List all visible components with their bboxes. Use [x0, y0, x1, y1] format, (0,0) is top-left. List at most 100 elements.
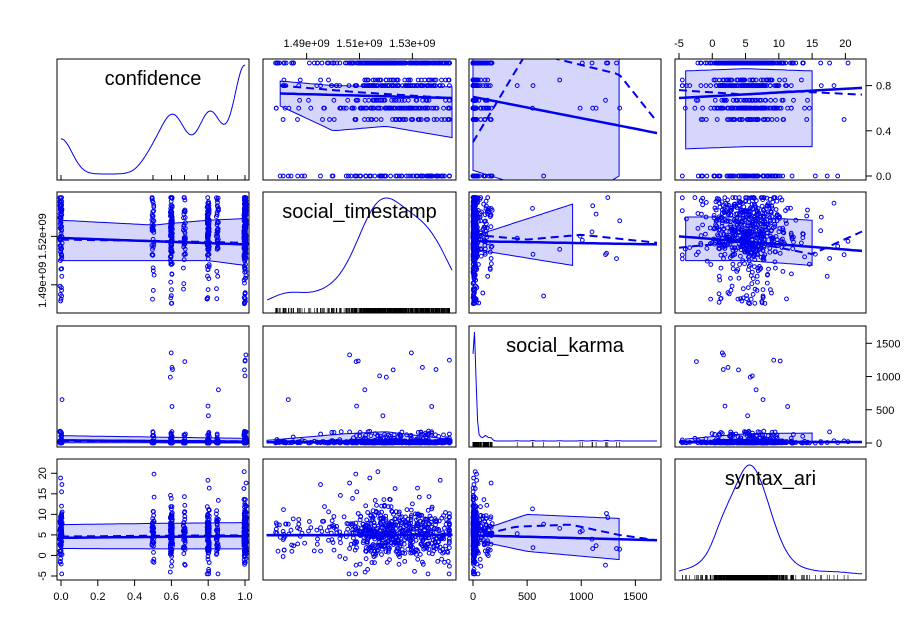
data-point — [746, 253, 752, 259]
data-point — [372, 173, 378, 179]
data-point — [409, 350, 414, 356]
data-point — [470, 77, 476, 83]
data-point — [800, 60, 806, 66]
data-point — [480, 290, 486, 296]
data-point — [736, 275, 742, 281]
data-point — [447, 357, 452, 363]
data-point — [716, 299, 722, 305]
data-point — [723, 60, 728, 66]
data-point — [169, 272, 175, 277]
data-point — [740, 244, 746, 249]
data-point — [440, 173, 446, 179]
data-point — [181, 257, 187, 263]
data-point — [593, 211, 599, 217]
data-point — [731, 245, 737, 251]
data-point — [377, 60, 383, 66]
x-tick-label: 1500 — [623, 591, 647, 603]
data-point — [318, 431, 324, 437]
data-point — [740, 173, 746, 179]
data-point — [687, 245, 693, 251]
data-point — [439, 117, 445, 122]
data-point — [754, 117, 760, 122]
data-point — [742, 261, 747, 267]
x-tick-label: -5 — [674, 38, 684, 50]
data-point — [679, 208, 685, 214]
data-point — [321, 105, 327, 111]
data-point — [214, 212, 220, 218]
data-point — [352, 173, 358, 179]
data-point — [471, 227, 477, 233]
data-point — [687, 83, 693, 88]
data-point — [391, 432, 397, 438]
data-point — [447, 83, 452, 88]
data-point — [747, 97, 752, 103]
data-point — [724, 219, 729, 224]
data-point — [695, 173, 701, 179]
data-point — [436, 173, 442, 179]
data-point — [714, 83, 719, 88]
data-point — [167, 374, 173, 380]
data-point — [700, 105, 705, 111]
data-point — [711, 215, 717, 221]
data-point — [389, 60, 395, 66]
data-point — [431, 77, 437, 83]
linear-fit-line — [472, 239, 658, 246]
data-point — [327, 117, 332, 122]
data-point — [764, 227, 769, 233]
data-point — [729, 228, 735, 233]
y-tick-label: 1000 — [876, 372, 900, 384]
data-point — [182, 215, 188, 220]
data-point — [205, 195, 211, 201]
data-point — [772, 259, 778, 265]
data-point — [206, 413, 211, 419]
data-point — [708, 296, 713, 302]
data-point — [695, 97, 701, 103]
x-tick-label: 0.8 — [201, 591, 216, 603]
data-point — [679, 195, 685, 201]
data-point — [718, 232, 723, 238]
data-point — [350, 105, 356, 111]
data-point — [383, 374, 389, 380]
data-point — [760, 287, 766, 293]
data-point — [712, 97, 718, 103]
data-point — [472, 272, 478, 277]
data-point — [470, 220, 476, 225]
data-point — [389, 83, 395, 88]
data-point — [395, 83, 401, 88]
data-point — [770, 105, 776, 111]
data-point — [331, 117, 337, 122]
smooth-fit-line — [678, 230, 863, 256]
y-tick-label: 5 — [37, 532, 49, 538]
data-point — [488, 212, 494, 218]
data-point — [296, 105, 302, 111]
data-point — [780, 60, 786, 66]
data-point — [748, 83, 753, 88]
data-point — [432, 60, 438, 66]
data-point — [326, 77, 331, 83]
data-point — [605, 60, 611, 66]
data-point — [721, 227, 726, 232]
panel-frame — [468, 325, 662, 448]
data-point — [364, 105, 370, 111]
data-point — [730, 195, 736, 201]
data-point — [773, 207, 779, 212]
data-point — [757, 97, 763, 103]
data-point — [716, 83, 722, 88]
panel-frame — [674, 58, 867, 181]
data-point — [242, 225, 248, 231]
data-point — [242, 367, 247, 373]
data-point — [802, 105, 807, 111]
data-point — [443, 77, 449, 83]
data-point — [58, 246, 63, 252]
data-point — [748, 195, 754, 201]
panel-frame — [468, 458, 662, 581]
data-point — [727, 83, 733, 88]
data-point — [242, 301, 247, 307]
data-point — [776, 229, 782, 235]
data-point — [541, 173, 546, 179]
data-point — [757, 267, 763, 272]
data-point — [285, 173, 291, 179]
data-point — [329, 430, 335, 435]
data-point — [403, 83, 408, 88]
data-point — [214, 197, 220, 203]
